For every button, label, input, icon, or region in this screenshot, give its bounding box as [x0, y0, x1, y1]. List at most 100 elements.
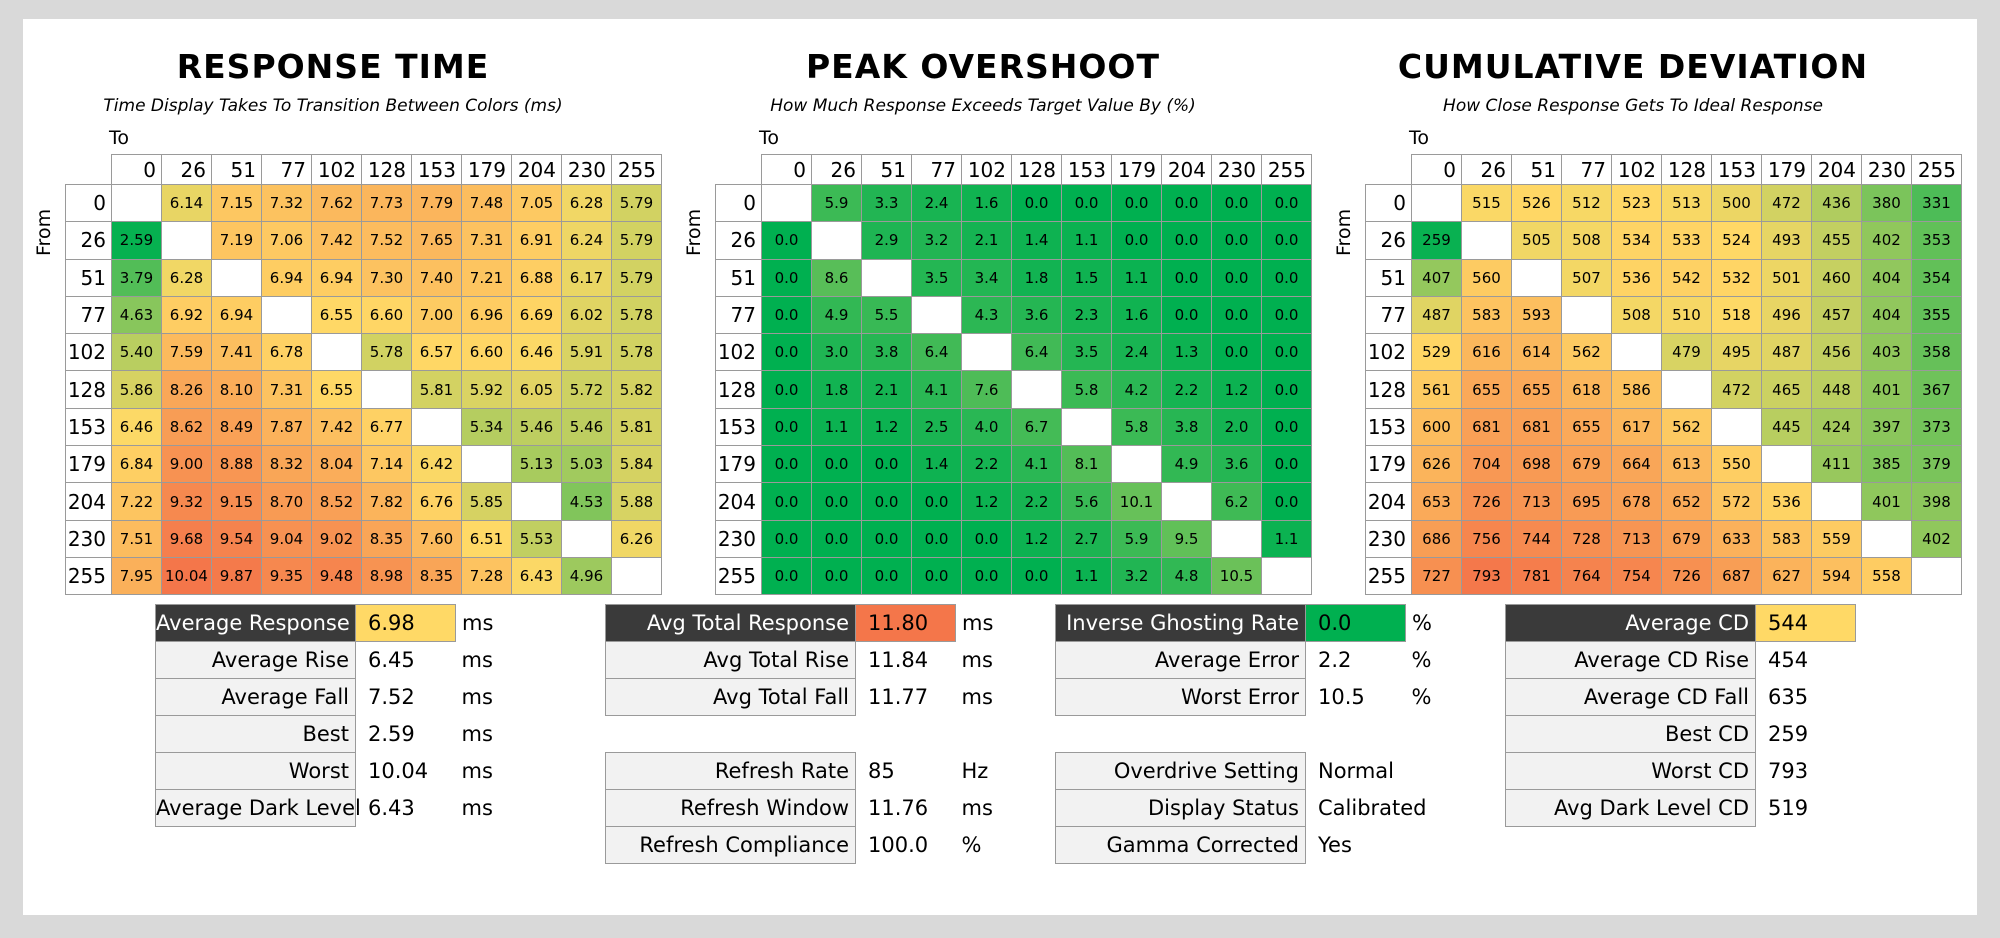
heatmap-cell [461, 445, 512, 484]
heatmap-cell: 7.62 [311, 183, 362, 223]
heatmap-cell: 402 [1861, 221, 1912, 260]
stat-row: Average Fall 7.52 ms [155, 678, 546, 716]
row-header: 153 [1365, 407, 1412, 447]
heatmap-cell: 7.06 [261, 221, 312, 260]
heatmap-cell: 5.82 [611, 370, 662, 409]
heatmap-cell: 407 [1411, 258, 1462, 297]
heatmap-cell: 8.10 [211, 370, 262, 409]
column-header: 102 [961, 154, 1012, 185]
heatmap-cell: 532 [1711, 258, 1762, 297]
heatmap-cell: 726 [1461, 482, 1512, 521]
column-header: 77 [261, 154, 312, 185]
heatmap-cell: 456 [1811, 333, 1862, 372]
heatmap-cell: 5.03 [561, 445, 612, 484]
heatmap-cell: 500 [1711, 183, 1762, 223]
heatmap-cell: 6.76 [411, 482, 462, 521]
column-header: 204 [1161, 154, 1212, 185]
column-header: 0 [111, 154, 162, 185]
heatmap-cell: 0.0 [961, 519, 1012, 558]
column-header: 128 [361, 154, 412, 185]
heatmap-cell: 6.91 [511, 221, 562, 260]
heatmap-cell: 655 [1461, 370, 1512, 409]
heatmap-cell: 1.1 [1061, 221, 1112, 260]
heatmap-cell [1161, 482, 1212, 521]
stat-value: 10.04 [368, 759, 429, 783]
heatmap-cell: 7.79 [411, 183, 462, 223]
row-header: 179 [1365, 445, 1412, 484]
stat-label: Average Fall [155, 678, 356, 716]
stat-label: Avg Total Fall [605, 678, 856, 716]
stat-value: 544 [1755, 604, 1856, 642]
heatmap-cell: 5.34 [461, 407, 512, 447]
heatmap-cell [261, 295, 312, 335]
heatmap-cell [611, 556, 662, 596]
heatmap-cell: 0.0 [1261, 295, 1312, 335]
heatmap-cell: 6.77 [361, 407, 412, 447]
stat-value: 635 [1768, 685, 1809, 709]
heatmap-cell: 0.0 [761, 556, 812, 596]
heatmap-cell: 9.68 [161, 519, 212, 558]
stat-value: 11.76 [868, 796, 929, 820]
heatmap-cell: 0.0 [861, 519, 912, 558]
cd-stats-table: Average CD 544 Average CD Rise 454 Average C… [1505, 604, 1886, 827]
heatmap-cell: 445 [1761, 407, 1812, 447]
heatmap-cell: 2.2 [1011, 482, 1062, 521]
heatmap-cell: 1.2 [1011, 519, 1062, 558]
heatmap-cell: 7.19 [211, 221, 262, 260]
heatmap-cell [561, 519, 612, 558]
stat-row: Overdrive Setting Normal [1055, 752, 1476, 790]
heatmap-cell: 793 [1461, 556, 1512, 596]
heatmap-cell: 8.88 [211, 445, 262, 484]
x-axis-label: To [1409, 127, 1430, 149]
heatmap-cell: 5.88 [611, 482, 662, 521]
row-header: 255 [1365, 556, 1412, 596]
heatmap-cell: 402 [1911, 519, 1962, 558]
heatmap-cell: 455 [1811, 221, 1862, 260]
heatmap-cell [1461, 221, 1512, 260]
column-header: 230 [1861, 154, 1912, 185]
chart-subtitle: Time Display Takes To Transition Between… [103, 96, 563, 116]
stat-row: Refresh Rate 85 Hz [605, 752, 1006, 790]
heatmap-cell: 536 [1761, 482, 1812, 521]
stat-value: 11.84 [868, 648, 929, 673]
heatmap-cell: 8.70 [261, 482, 312, 521]
heatmap-cell: 10.1 [1111, 482, 1162, 521]
heatmap-cell: 781 [1511, 556, 1562, 596]
row-header: 128 [1365, 370, 1412, 409]
heatmap-cell: 518 [1711, 295, 1762, 335]
heatmap-cell: 5.53 [511, 519, 562, 558]
heatmap-cell: 0.0 [1011, 556, 1062, 596]
heatmap-cell: 0.0 [761, 407, 812, 447]
heatmap-cell: 4.63 [111, 295, 162, 335]
heatmap-cell: 1.6 [961, 183, 1012, 223]
heatmap-cell: 380 [1861, 183, 1912, 223]
stat-unit: ms [961, 648, 993, 672]
heatmap-cell [1911, 556, 1962, 596]
heatmap-cell: 679 [1561, 445, 1612, 484]
heatmap-cell: 508 [1561, 221, 1612, 260]
heatmap-cell: 0.0 [861, 556, 912, 596]
stat-row: Display Status Calibrated [1055, 789, 1476, 827]
heatmap-cell [1411, 183, 1462, 223]
heatmap-cell: 5.9 [811, 183, 862, 223]
heatmap-cell: 6.02 [561, 295, 612, 335]
chart-title: CUMULATIVE DEVIATION [1397, 47, 1869, 86]
heatmap-cell: 678 [1611, 482, 1662, 521]
heatmap-cell: 3.2 [911, 221, 962, 260]
stat-unit: ms [461, 796, 493, 820]
heatmap-cell: 0.0 [1161, 183, 1212, 223]
heatmap-cell: 704 [1461, 445, 1512, 484]
column-header: 128 [1661, 154, 1712, 185]
heatmap-cell [211, 258, 262, 297]
heatmap-cell [511, 482, 562, 521]
stat-unit [1856, 716, 1886, 753]
heatmap-cell [1861, 519, 1912, 558]
heatmap-cell [761, 183, 812, 223]
stat-value: 100.0 [868, 833, 929, 857]
heatmap-cell: 401 [1861, 482, 1912, 521]
heatmap-cell: 572 [1711, 482, 1762, 521]
heatmap-cell: 2.3 [1061, 295, 1112, 335]
stat-row: Refresh Window 11.76 ms [605, 789, 1006, 827]
heatmap-cell: 6.28 [161, 258, 212, 297]
stat-unit [1856, 790, 1886, 827]
